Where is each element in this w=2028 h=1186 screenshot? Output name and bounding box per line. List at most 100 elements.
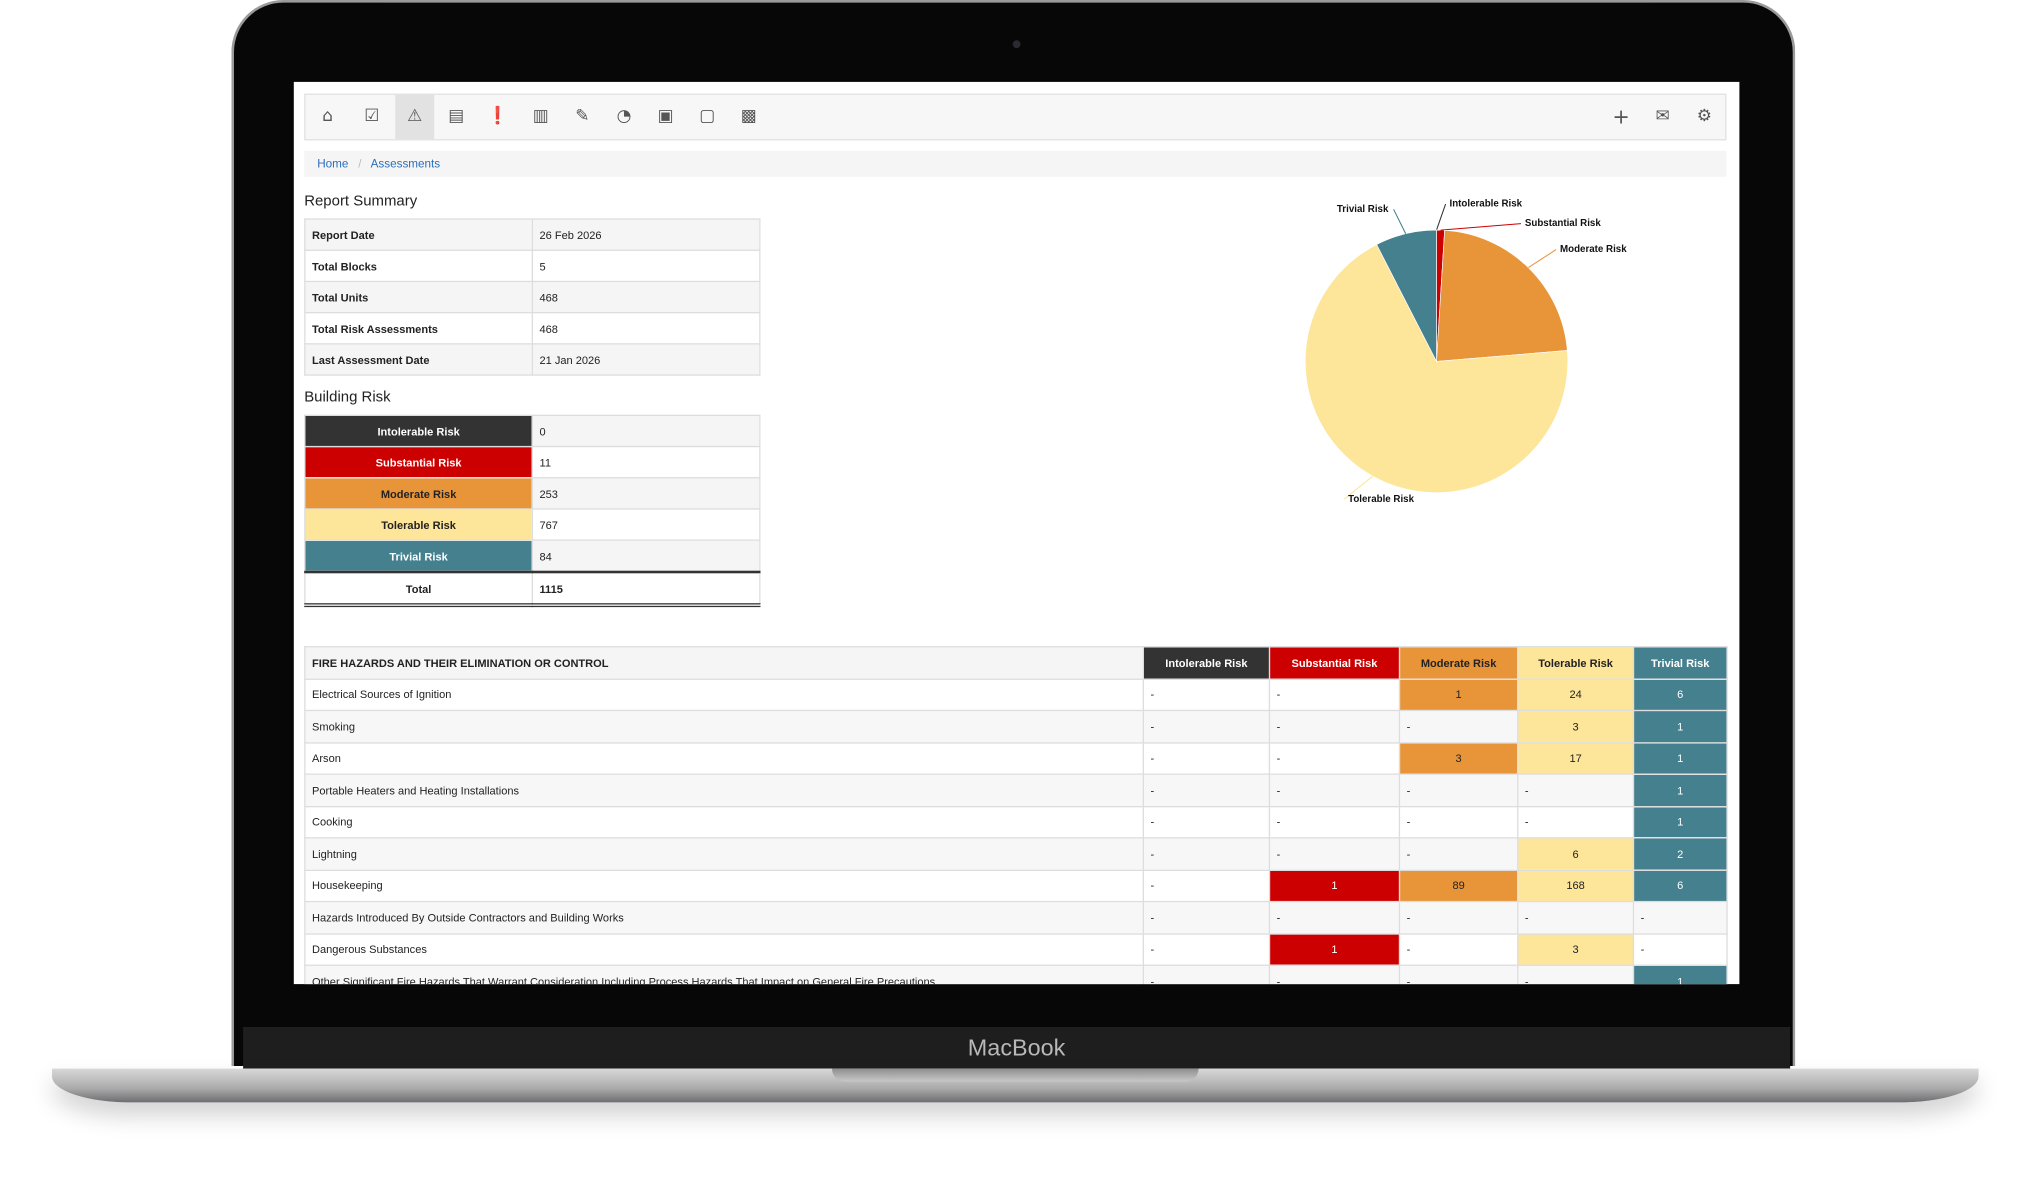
- hazard-count: 89: [1398, 869, 1519, 903]
- summary-row: Report Date 26 Feb 2026: [304, 218, 761, 251]
- risk-label: Tolerable Risk: [304, 508, 533, 541]
- reports-icon[interactable]: ▩: [740, 106, 757, 127]
- risk-label: Trivial Risk: [304, 539, 533, 573]
- hazard-count: -: [1142, 837, 1271, 871]
- buildings-icon[interactable]: ▥: [532, 106, 549, 127]
- contacts-icon[interactable]: ▢: [699, 106, 716, 127]
- hazard-count: 24: [1517, 677, 1635, 712]
- hazard-count: 1: [1632, 741, 1728, 775]
- building-risk-table: Intolerable Risk 0 Substantial Risk 11 Moder…: [304, 414, 761, 607]
- attach-icon[interactable]: ✎: [575, 106, 590, 127]
- device-label: MacBook: [243, 1027, 1791, 1069]
- risk-value: 11: [531, 445, 761, 479]
- total-row: Total 1115: [304, 571, 761, 606]
- risk-row: Tolerable Risk 767: [304, 508, 761, 541]
- breadcrumb: Home / Assessments: [304, 150, 1727, 177]
- summary-value: 21 Jan 2026: [531, 343, 761, 376]
- hazard-row: Hazards Introduced By Outside Contractor…: [304, 900, 1728, 935]
- camera: [1012, 40, 1021, 49]
- summary-value: 5: [531, 249, 761, 283]
- risk-value: 253: [531, 477, 761, 510]
- risk-label: Moderate Risk: [304, 477, 533, 510]
- summary-row: Total Blocks 5: [304, 249, 761, 283]
- hazard-count: -: [1268, 805, 1401, 839]
- hazard-count: -: [1268, 741, 1401, 775]
- hazard-count: 17: [1517, 741, 1635, 775]
- summary-label: Total Blocks: [304, 249, 533, 283]
- list-icon[interactable]: ▤: [448, 106, 465, 127]
- hazard-count: 1: [1632, 773, 1728, 807]
- hazard-count: -: [1398, 837, 1519, 871]
- home-icon[interactable]: ⌂: [322, 106, 333, 127]
- briefcase-icon[interactable]: ▣: [657, 106, 674, 127]
- hazard-count: 6: [1632, 677, 1728, 712]
- summary-label: Report Date: [304, 218, 533, 251]
- hazards-table: FIRE HAZARDS AND THEIR ELIMINATION OR CO…: [304, 646, 1728, 985]
- hazard-name: Electrical Sources of Ignition: [304, 677, 1144, 712]
- chart-icon[interactable]: ◔: [616, 106, 632, 127]
- hazard-count: -: [1517, 964, 1635, 985]
- breadcrumb-divider: /: [358, 157, 362, 171]
- hazard-count: -: [1517, 773, 1635, 807]
- add-icon[interactable]: +: [1612, 104, 1630, 129]
- hazard-count: 6: [1517, 837, 1635, 871]
- hazard-count: 1: [1268, 932, 1401, 966]
- risk-row: Substantial Risk 11: [304, 445, 761, 479]
- mail-icon[interactable]: ✉: [1655, 106, 1670, 127]
- hazard-count: -: [1142, 677, 1271, 712]
- leader-line: [1440, 223, 1522, 231]
- tasks-icon[interactable]: ☑: [364, 106, 380, 127]
- summary-row: Last Assessment Date 21 Jan 2026: [304, 343, 761, 376]
- summary-label: Total Units: [304, 280, 533, 314]
- summary-label: Last Assessment Date: [304, 343, 533, 376]
- pie-slice: [1376, 229, 1437, 362]
- hazard-count: 1: [1632, 709, 1728, 743]
- hazard-name: Dangerous Substances: [304, 932, 1144, 966]
- section-title: Building Risk: [304, 390, 391, 406]
- hazard-count: -: [1268, 773, 1401, 807]
- risk-label: Substantial Risk: [304, 445, 533, 479]
- hazard-count: 168: [1517, 869, 1635, 903]
- column-header: Substantial Risk: [1268, 646, 1401, 680]
- hazard-count: -: [1268, 837, 1401, 871]
- alert-icon[interactable]: ❗: [487, 106, 509, 127]
- breadcrumb-link[interactable]: Home: [317, 157, 349, 171]
- hazard-row: Electrical Sources of Ignition - -1 24 6: [304, 677, 1728, 712]
- risk-value: 84: [531, 539, 761, 573]
- hazard-count: -: [1517, 900, 1635, 935]
- hazard-count: -: [1268, 900, 1401, 935]
- hazard-count: -: [1398, 964, 1519, 985]
- leader-line: [1343, 475, 1374, 500]
- screen: ⌂ ☑ ⚠ ▤ ❗ ▥ ✎ ◔ ▣ ▢ ▩ + ✉ ⚙ Home / Asses…: [293, 81, 1740, 985]
- hazard-count: -: [1142, 932, 1271, 966]
- settings-icon[interactable]: ⚙: [1696, 106, 1712, 127]
- hazard-count: -: [1142, 900, 1271, 935]
- summary-value: 468: [531, 280, 761, 314]
- leader-line: [1528, 249, 1557, 269]
- hazard-count: 3: [1398, 741, 1519, 775]
- hazard-count: -: [1142, 741, 1271, 775]
- risk-icon[interactable]: ⚠: [395, 94, 435, 140]
- summary-value: 26 Feb 2026: [531, 218, 761, 251]
- pie-label: Intolerable Risk: [1450, 199, 1523, 210]
- hazard-count: -: [1398, 773, 1519, 807]
- hazard-count: -: [1517, 805, 1635, 839]
- pie-label: Tolerable Risk: [1348, 494, 1415, 505]
- hazard-row: Other Significant Fire Hazards That Warr…: [304, 964, 1728, 985]
- summary-row: Total Units 468: [304, 280, 761, 314]
- hazard-name: Housekeeping: [304, 869, 1144, 903]
- hazard-row: Lightning - - -6 2: [304, 837, 1728, 871]
- hazard-name: Hazards Introduced By Outside Contractor…: [304, 900, 1144, 935]
- hazard-count: -: [1142, 964, 1271, 985]
- pie-label: Substantial Risk: [1525, 218, 1601, 229]
- hazard-count: -: [1632, 900, 1728, 935]
- hazard-row: Cooking - - - -1: [304, 805, 1728, 839]
- breadcrumb-link[interactable]: Assessments: [370, 157, 441, 171]
- column-header: Intolerable Risk: [1142, 646, 1271, 680]
- section-title: Report Summary: [304, 193, 418, 210]
- total-label: Total: [304, 571, 533, 606]
- leader-line: [1436, 203, 1447, 231]
- column-header: Tolerable Risk: [1517, 646, 1635, 680]
